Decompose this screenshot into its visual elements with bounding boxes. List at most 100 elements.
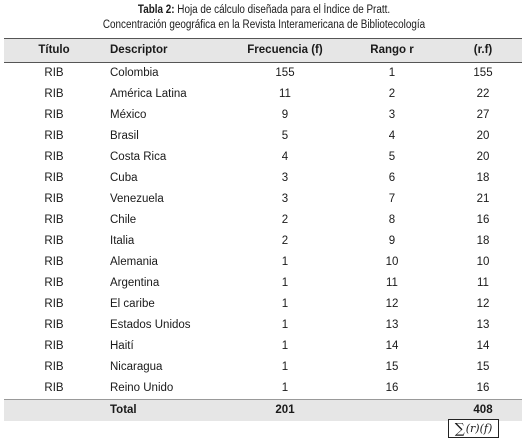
table-row: RIB El caribe 1 12 12 (4, 294, 522, 315)
cell-rango: 10 (385, 256, 399, 268)
cell-titulo: RIB (44, 130, 64, 142)
cell-descriptor: El caribe (110, 298, 155, 310)
cell-frecuencia: 4 (281, 151, 289, 163)
cell-descriptor: Chile (110, 214, 137, 226)
cell-descriptor: Haití (110, 340, 134, 352)
sum-formula-box: ∑ (r)(f) (448, 419, 499, 438)
table-row: RIB Venezuela 3 7 21 (4, 189, 522, 210)
total-empty-rango (340, 399, 444, 421)
cell-frecuencia: 3 (281, 193, 289, 205)
cell-descriptor: América Latina (110, 88, 187, 100)
pratt-table: Título Descriptor Frecuencia (f) Rango r… (4, 38, 522, 421)
cell-rango: 9 (388, 235, 396, 247)
table-row: RIB Estados Unidos 1 13 13 (4, 315, 522, 336)
header-frecuencia: Frecuencia (f) (230, 38, 340, 63)
cell-rf: 15 (476, 361, 490, 373)
cell-rf: 16 (476, 214, 490, 226)
cell-frecuencia: 1 (281, 382, 289, 394)
table-body: RIB Colombia 155 1 155 RIB América Latina 11 2 22… (4, 63, 522, 400)
cell-rango: 3 (388, 109, 396, 121)
table-row: RIB América Latina 11 2 22 (4, 84, 522, 105)
cell-rango: 12 (385, 298, 399, 310)
cell-descriptor: Estados Unidos (110, 319, 191, 331)
cell-rango: 13 (385, 319, 399, 331)
cell-frecuencia: 155 (275, 67, 295, 79)
sigma-symbol: ∑ (454, 420, 465, 437)
header-row: Título Descriptor Frecuencia (f) Rango r… (4, 38, 522, 63)
cell-titulo: RIB (44, 151, 64, 163)
cell-titulo: RIB (44, 382, 64, 394)
caption-title: Hoja de cálculo diseñada para el Índice … (177, 4, 391, 16)
cell-descriptor: Nicaragua (110, 361, 163, 373)
total-empty-cell (4, 399, 104, 421)
cell-descriptor: Reino Unido (110, 382, 174, 394)
cell-frecuencia: 3 (281, 172, 289, 184)
cell-titulo: RIB (44, 214, 64, 226)
table-caption: Tabla 2: Hoja de cálculo diseñada para e… (0, 0, 528, 33)
cell-descriptor: Argentina (110, 277, 160, 289)
table-row: RIB Reino Unido 1 16 16 (4, 378, 522, 400)
cell-rf: 11 (477, 277, 489, 289)
cell-descriptor: Venezuela (110, 193, 164, 205)
header-rango: Rango r (340, 38, 444, 63)
caption-label: Tabla 2: (137, 4, 175, 16)
cell-rf: 21 (476, 193, 490, 205)
total-rf: 408 (444, 399, 522, 421)
cell-rango: 6 (388, 172, 396, 184)
cell-rf: 20 (476, 130, 490, 142)
table-row: RIB Italia 2 9 18 (4, 231, 522, 252)
total-label: Total (104, 399, 230, 421)
cell-titulo: RIB (44, 88, 64, 100)
cell-rango: 8 (388, 214, 396, 226)
table-row: RIB Chile 2 8 16 (4, 210, 522, 231)
cell-rf: 18 (476, 172, 490, 184)
cell-titulo: RIB (44, 235, 64, 247)
header-descriptor: Descriptor (104, 38, 230, 63)
header-rf: (r.f) (444, 38, 522, 63)
header-titulo: Título (4, 38, 104, 63)
cell-titulo: RIB (44, 298, 64, 310)
cell-rango: 2 (388, 88, 396, 100)
cell-rf: 18 (476, 235, 490, 247)
cell-rf: 20 (476, 151, 490, 163)
cell-descriptor: Cuba (110, 172, 138, 184)
cell-titulo: RIB (44, 256, 64, 268)
cell-rf: 155 (473, 67, 493, 79)
table-row: RIB México 9 3 27 (4, 105, 522, 126)
cell-descriptor: Italia (110, 235, 135, 247)
table-row: RIB Cuba 3 6 18 (4, 168, 522, 189)
table-row: RIB Argentina 1 11 11 (4, 273, 522, 294)
cell-frecuencia: 1 (281, 298, 289, 310)
total-frecuencia: 201 (230, 399, 340, 421)
cell-frecuencia: 5 (281, 130, 289, 142)
table-row: RIB Brasil 5 4 20 (4, 126, 522, 147)
cell-titulo: RIB (44, 361, 64, 373)
cell-frecuencia: 2 (281, 235, 289, 247)
cell-descriptor: Costa Rica (110, 151, 167, 163)
table-row: RIB Nicaragua 1 15 15 (4, 357, 522, 378)
cell-rango: 5 (388, 151, 396, 163)
cell-frecuencia: 1 (281, 361, 289, 373)
table-row: RIB Costa Rica 4 5 20 (4, 147, 522, 168)
cell-titulo: RIB (44, 172, 64, 184)
cell-frecuencia: 2 (281, 214, 289, 226)
table-row: RIB Colombia 155 1 155 (4, 63, 522, 85)
cell-descriptor: Alemania (110, 256, 158, 268)
total-row: Total 201 408 (4, 399, 522, 421)
cell-descriptor: Colombia (110, 67, 159, 79)
cell-descriptor: México (110, 109, 147, 121)
cell-titulo: RIB (44, 340, 64, 352)
cell-frecuencia: 1 (281, 256, 289, 268)
cell-rf: 12 (476, 298, 490, 310)
caption-line-2: Concentración geográfica en la Revista I… (102, 19, 426, 31)
cell-rf: 16 (476, 382, 490, 394)
table-row: RIB Alemania 1 10 10 (4, 252, 522, 273)
cell-rf: 27 (476, 109, 490, 121)
cell-rango: 14 (385, 340, 399, 352)
cell-rango: 15 (385, 361, 399, 373)
cell-titulo: RIB (44, 277, 64, 289)
cell-rf: 22 (476, 88, 490, 100)
sum-formula-text: (r)(f) (465, 422, 493, 435)
cell-titulo: RIB (44, 319, 64, 331)
cell-titulo: RIB (44, 193, 64, 205)
